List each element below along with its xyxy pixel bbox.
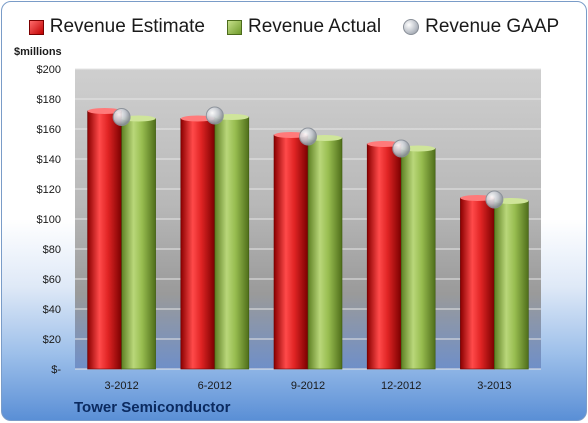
marker-revenue-gaap — [205, 106, 224, 125]
marker-revenue-gaap — [392, 139, 411, 158]
legend-label-gaap: Revenue GAAP — [425, 16, 560, 37]
bar-revenue-actual — [121, 118, 156, 370]
y-tick-label: $80 — [43, 244, 61, 256]
legend-item-actual: Revenue Actual — [227, 16, 381, 38]
legend-item-estimate: Revenue Estimate — [28, 16, 205, 38]
y-tick-label: $100 — [37, 214, 61, 226]
legend: Revenue Estimate Revenue Actual Revenue … — [2, 16, 586, 38]
legend-label-actual: Revenue Actual — [248, 16, 382, 37]
legend-swatch-gaap — [403, 19, 420, 35]
y-tick-label: $120 — [37, 184, 61, 196]
bar-top-revenue-estimate — [367, 141, 402, 147]
bar-revenue-estimate — [180, 118, 216, 370]
legend-item-gaap: Revenue GAAP — [403, 16, 559, 38]
bar-revenue-actual — [214, 116, 250, 370]
x-axis: 3-2012 6-2012 9-2012 12-2012 3-2013 — [104, 380, 511, 392]
y-tick-label: $- — [51, 364, 61, 376]
bar-revenue-actual — [307, 137, 343, 370]
y-tick-label: $180 — [37, 94, 61, 106]
x-tick-label: 9-2012 — [291, 380, 325, 392]
bars — [87, 108, 529, 370]
marker-revenue-gaap — [112, 108, 131, 126]
y-tick-label: $40 — [43, 304, 61, 316]
y-axis: $- $20 $40 $60 $80 $100 $120 $140 $160 $180 $200 — [37, 64, 62, 376]
x-tick-label: 3-2013 — [477, 380, 511, 392]
bar-revenue-estimate — [273, 134, 309, 370]
y-tick-label: $200 — [37, 64, 61, 76]
marker-revenue-gaap — [485, 190, 504, 209]
y-tick-label: $60 — [43, 274, 61, 286]
legend-label-estimate: Revenue Estimate — [49, 16, 205, 37]
y-tick-label: $140 — [37, 154, 61, 166]
bar-revenue-estimate — [87, 110, 122, 370]
bar-revenue-actual — [494, 200, 529, 370]
legend-swatch-estimate — [28, 19, 44, 35]
marker-revenue-gaap — [299, 127, 317, 146]
x-tick-label: 3-2012 — [104, 380, 138, 392]
company-label: Tower Semiconductor — [74, 399, 231, 416]
x-tick-label: 6-2012 — [198, 380, 232, 392]
legend-swatch-actual — [227, 19, 242, 35]
bar-revenue-actual — [400, 148, 436, 370]
bar-top-revenue-estimate — [87, 108, 122, 114]
x-tick-label: 12-2012 — [381, 380, 421, 392]
bar-revenue-estimate — [366, 143, 402, 370]
gaap-markers — [112, 106, 504, 209]
units-label: $millions — [14, 46, 62, 58]
y-tick-label: $20 — [43, 334, 61, 346]
bar-revenue-estimate — [460, 197, 495, 370]
y-tick-label: $160 — [37, 124, 61, 136]
